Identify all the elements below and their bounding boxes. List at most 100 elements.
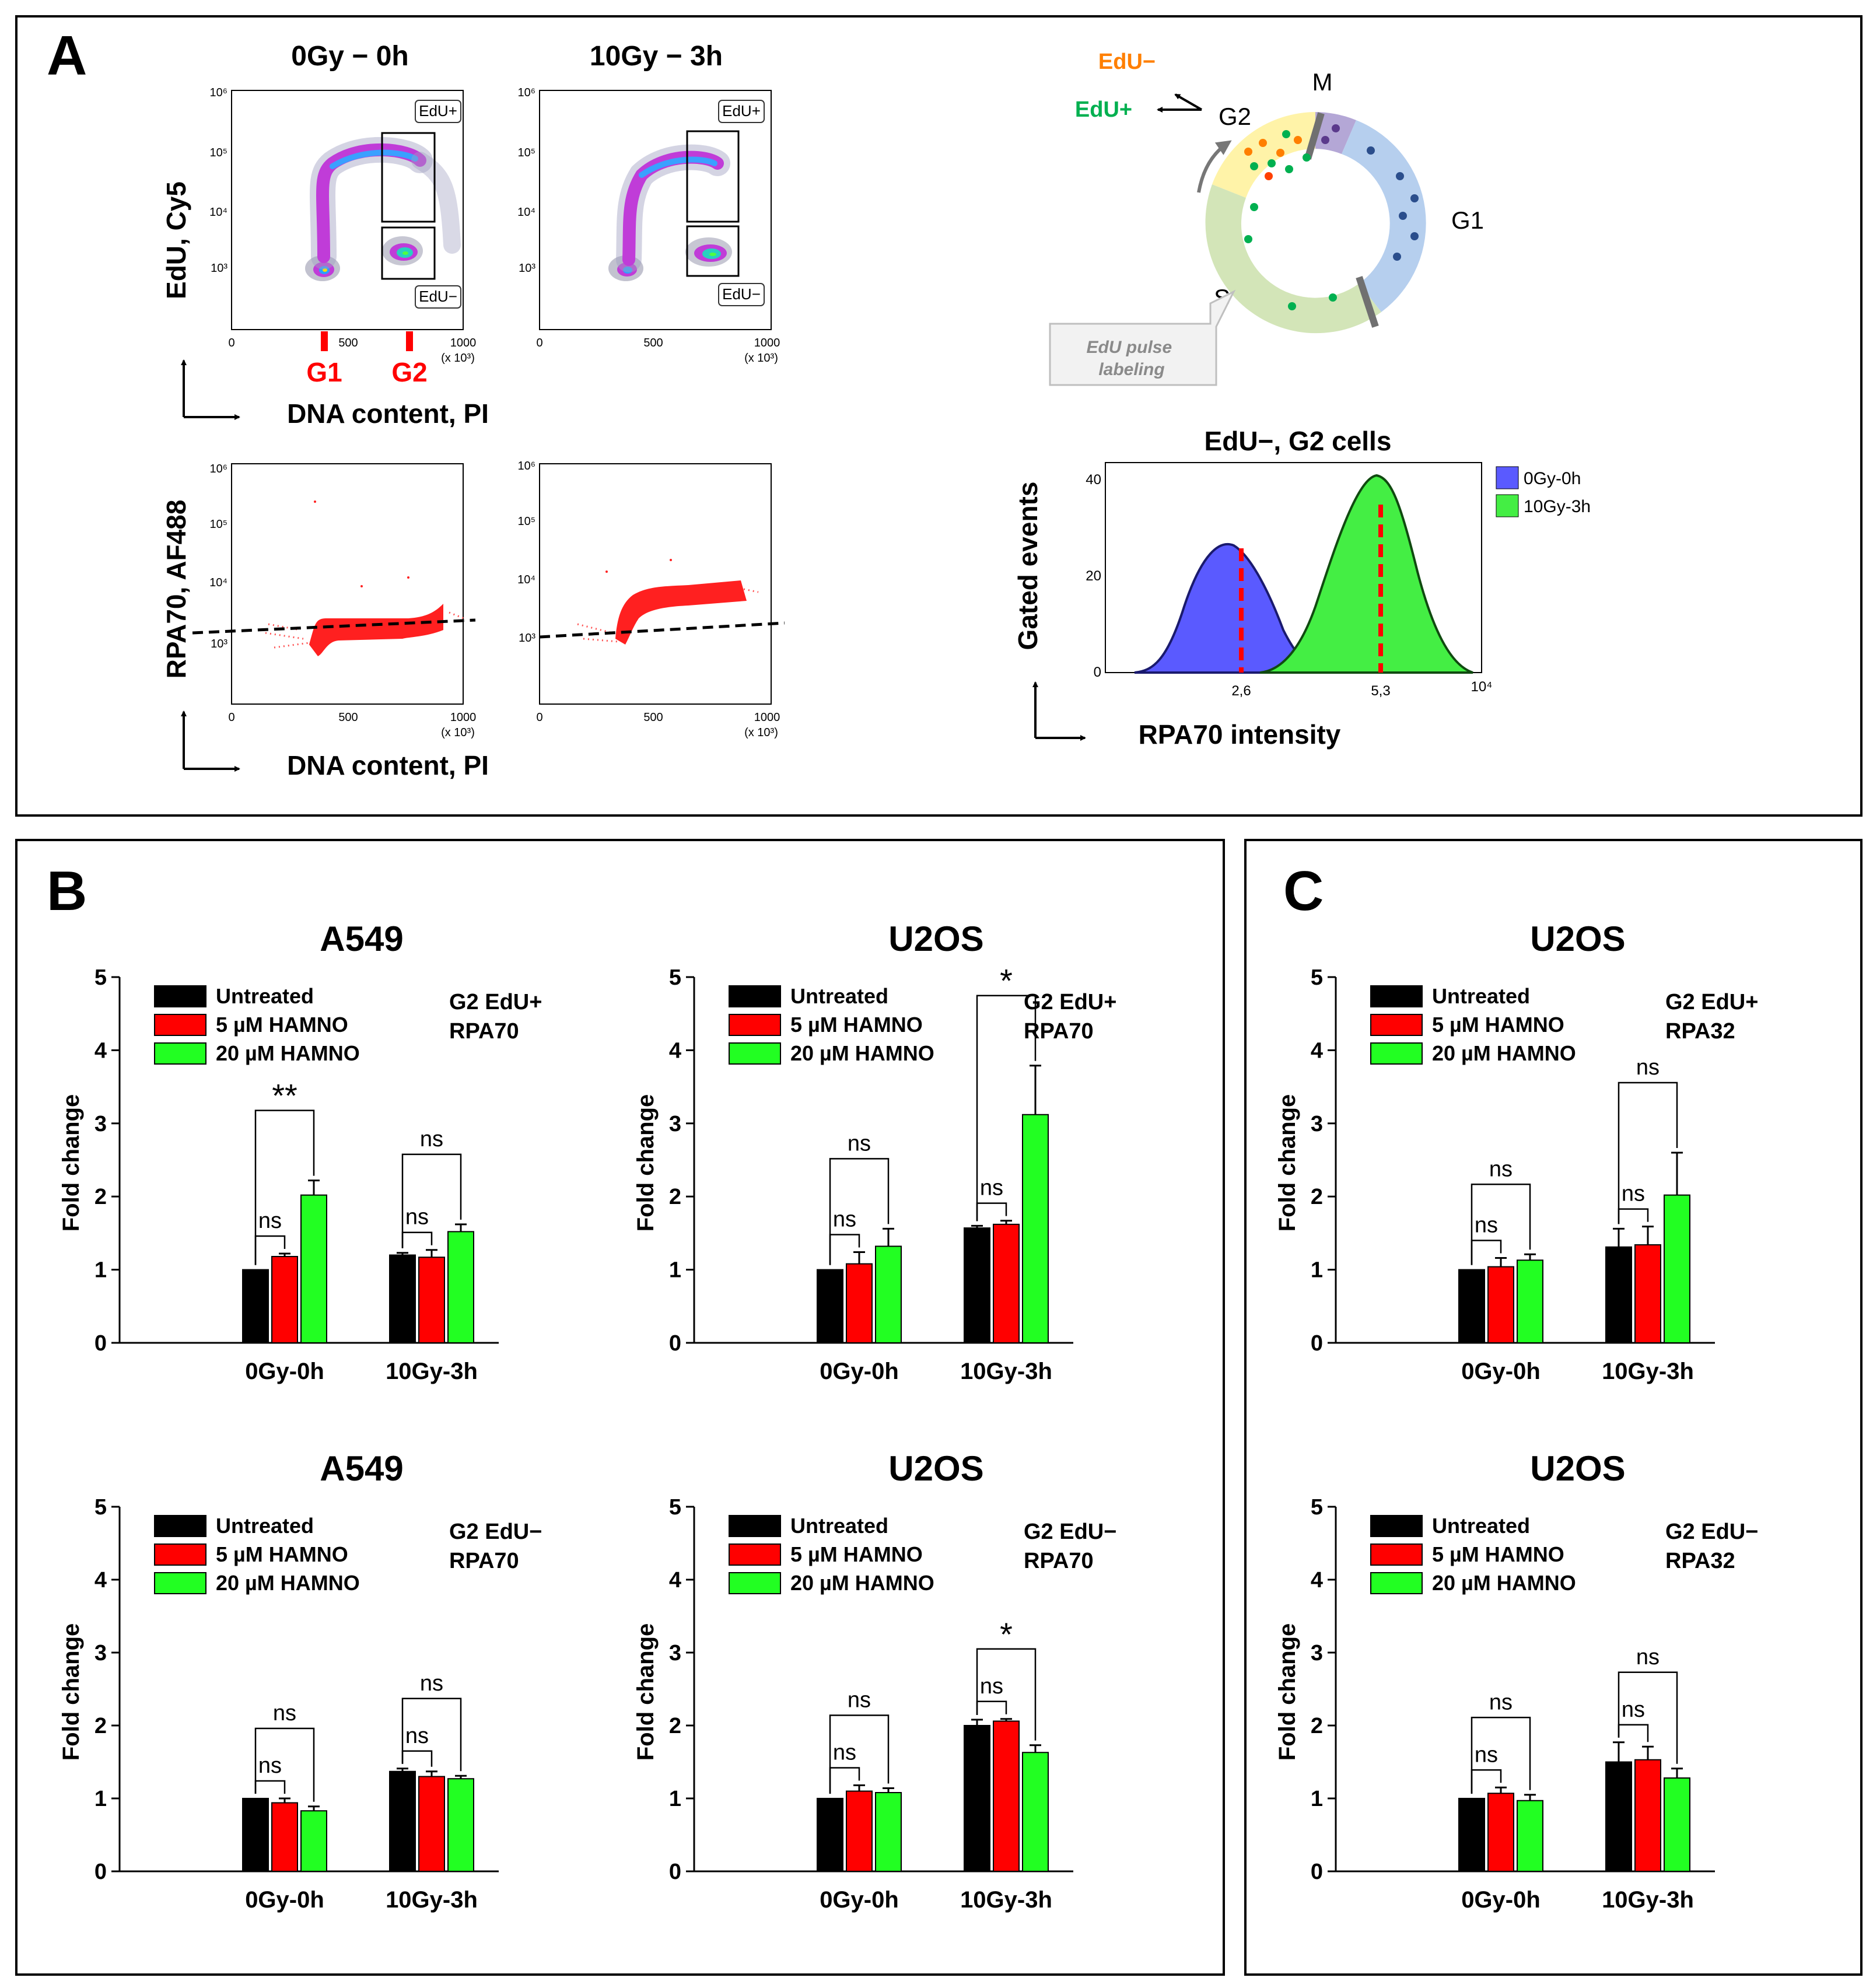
legend-label: Untreated [1432, 1514, 1530, 1538]
significance-bracket [401, 1231, 433, 1248]
panel-c-frame [1244, 839, 1863, 1976]
chart-title: A549 [320, 1449, 403, 1488]
chart-annotation: G2 EdU− [449, 1520, 542, 1544]
tick-label: 1000 [754, 711, 780, 724]
bar-chart-6: U2OS 0 1 2 3 4 5 Fold change 0Gy-0h 10Gy-3h ns ns ns… [1275, 1449, 1758, 1913]
tick-label: 0 [536, 711, 542, 724]
bar [389, 1254, 416, 1344]
flow-ylabel-edu: EdU, Cy5 [161, 181, 191, 299]
tick-label: 10⁵ [517, 146, 535, 159]
legend-label: 5 µM HAMNO [1432, 1542, 1564, 1566]
legend-label: 5 µM HAMNO [1432, 1013, 1564, 1037]
x-tick-label: 10Gy-3h [960, 1887, 1052, 1913]
axis-arrows-top [181, 359, 240, 420]
legend-swatch [154, 985, 206, 1007]
x-multiplier: (x 10³) [744, 352, 778, 365]
x-tick-label: 0Gy-0h [820, 1887, 899, 1913]
bar [1634, 1759, 1661, 1872]
significance-bracket [829, 1714, 890, 1794]
tick-label: 10⁶ [518, 86, 535, 99]
histogram-ylabel: Gated events [1013, 482, 1043, 650]
significance-label: ns [420, 1671, 443, 1696]
bar [1605, 1246, 1632, 1344]
significance-label: ns [1489, 1690, 1513, 1714]
plot-frame [231, 463, 464, 705]
legend-swatch-10gy [1496, 494, 1519, 517]
x-tick-label: 10Gy-3h [960, 1359, 1052, 1384]
flow-plot-edu-0gy: EdU+ EdU− 10³ 10⁴ 10⁵ 10⁶ 0 500 1000 (x … [209, 86, 476, 365]
y-tick-label: 2 [1311, 1714, 1323, 1738]
significance-label: ns [1622, 1698, 1645, 1722]
y-tick-label: 4 [669, 1568, 681, 1592]
significance-label: ns [420, 1127, 443, 1152]
significance-label: ns [1636, 1645, 1660, 1670]
legend: Untreated 5 µM HAMNO 20 µM HAMNO [1370, 984, 1576, 1065]
significance-label: ns [833, 1208, 856, 1232]
bar [817, 1269, 843, 1344]
bar [1458, 1798, 1485, 1872]
significance-label: ns [405, 1205, 429, 1230]
flow-plot-rpa-10gy: 10³ 10⁴ 10⁵ 10⁶ 0 500 1000 (x 10³) [517, 460, 785, 739]
axis-arrows-bottom [181, 710, 240, 772]
panel-b-label: B [47, 860, 87, 922]
chart-title: U2OS [888, 1449, 983, 1488]
legend-swatch [729, 1014, 781, 1036]
gate-label-upper: EdU+ [419, 102, 457, 120]
y-axis-ticks: 10³ 10⁴ 10⁵ 10⁶ [209, 463, 227, 650]
legend-swatch [729, 1042, 781, 1065]
histogram-axis-arrows [1032, 681, 1086, 741]
tick-label: 10³ [519, 262, 535, 275]
x-axis-ticks: 0 500 1000 (x 10³) [228, 337, 476, 365]
y-tick-label: 2 [94, 1185, 107, 1209]
x-axis-ticks: 0 500 1000 (x 10³) [536, 337, 780, 365]
phase-divider-s [1356, 276, 1379, 328]
significance-label: ns [980, 1176, 1003, 1200]
significance-bracket [401, 1750, 433, 1767]
x-axis-ticks: 0 500 1000 (x 10³) [228, 711, 476, 739]
legend-label: 20 µM HAMNO [1432, 1041, 1576, 1065]
legend-swatch [154, 1572, 206, 1594]
tick-label: 10³ [519, 632, 535, 645]
legend-swatch [729, 1544, 781, 1566]
x-tick-label: 0Gy-0h [1461, 1359, 1541, 1384]
y-tick-label: 4 [1311, 1038, 1323, 1063]
chart-annotation: G2 EdU− [1665, 1520, 1758, 1544]
tick-label: 10⁴ [209, 206, 227, 219]
legend-label: 20 µM HAMNO [790, 1041, 934, 1065]
cell-cycle-diagram: M G1 S G2 EdU− EdU+ EdU pulse labeling [1049, 50, 1484, 386]
bar [964, 1227, 990, 1344]
tick-label: 0 [228, 711, 234, 724]
arrow-label-edu-neg: EdU− [1098, 50, 1156, 74]
significance-label: ns [1489, 1157, 1513, 1181]
bar [964, 1725, 990, 1872]
phase-label-g2: G2 [1219, 103, 1251, 130]
significance-bracket [1618, 1082, 1678, 1224]
significance-label: ns [258, 1754, 282, 1778]
legend: Untreated 5 µM HAMNO 20 µM HAMNO [1370, 1514, 1576, 1595]
legend: Untreated 5 µM HAMNO 20 µM HAMNO [729, 984, 934, 1065]
y-axis-ticks: 10³ 10⁴ 10⁵ 10⁶ [209, 86, 227, 275]
legend-label: Untreated [1432, 984, 1530, 1008]
legend-swatch [729, 1515, 781, 1537]
significance-label: ns [1636, 1055, 1660, 1080]
bar [993, 1720, 1020, 1872]
y-tick-label: 3 [1311, 1112, 1323, 1136]
tick-label: 10⁴ [1471, 679, 1492, 695]
y-tick-label: 1 [669, 1258, 681, 1283]
phase-divider-m [1304, 112, 1325, 160]
legend-swatch [154, 1515, 206, 1537]
legend-swatch [1370, 985, 1423, 1007]
significance-label: ns [1622, 1182, 1645, 1206]
y-tick-label: 0 [669, 1331, 681, 1356]
y-axis-label: Fold change [1275, 1623, 1300, 1761]
g1-marker-label: G1 [306, 357, 342, 387]
tick-label: 0 [536, 337, 542, 349]
bar [1517, 1259, 1543, 1344]
bar [242, 1269, 269, 1344]
panel-a-frame [15, 15, 1863, 817]
y-tick-label: 3 [1311, 1641, 1323, 1665]
y-tick-label: 0 [1311, 1331, 1323, 1356]
panel-b-frame [15, 839, 1225, 1976]
bar-chart-1: A549 0 1 2 3 4 5 Fold change 0Gy-0h 10Gy-3h ns ** ns… [58, 919, 542, 1384]
